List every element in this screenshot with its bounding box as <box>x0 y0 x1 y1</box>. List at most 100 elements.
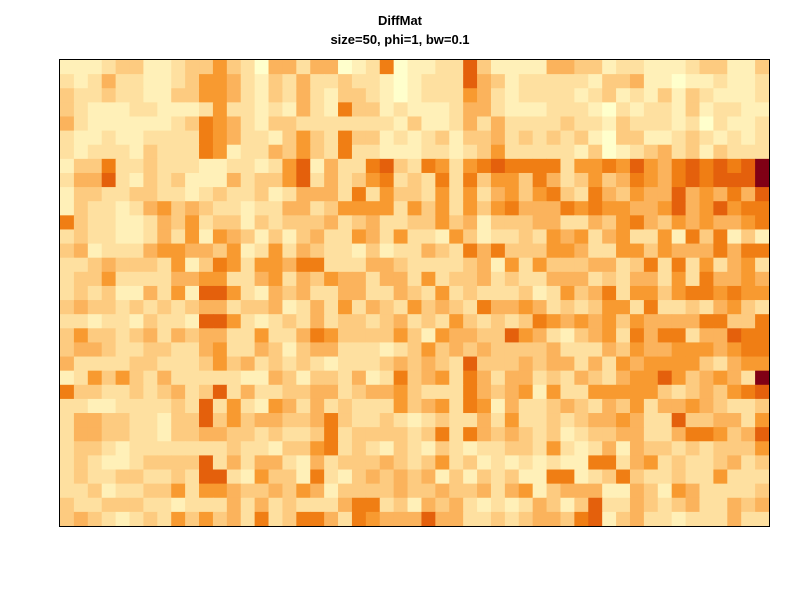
heatmap-cell <box>463 511 478 527</box>
heatmap-cell <box>185 130 200 146</box>
heatmap-cell <box>379 243 395 259</box>
heatmap-cell <box>602 74 617 89</box>
heatmap-cell <box>755 413 770 428</box>
heatmap-cell <box>379 257 395 273</box>
heatmap-cell <box>504 483 520 499</box>
heatmap-cell <box>435 300 450 315</box>
heatmap-cell <box>296 88 311 103</box>
heatmap-cell <box>115 243 131 259</box>
heatmap-cell <box>143 497 158 513</box>
heatmap-cell <box>560 370 575 386</box>
heatmap-cell <box>755 74 770 89</box>
heatmap-cell <box>268 172 283 188</box>
heatmap-cell <box>643 356 659 372</box>
heatmap-cell <box>713 60 728 75</box>
heatmap-cell <box>685 469 700 485</box>
heatmap-cell <box>324 370 339 386</box>
heatmap-cell <box>310 398 325 414</box>
heatmap-cell <box>282 497 297 513</box>
heatmap-cell <box>713 511 728 527</box>
heatmap-cell <box>393 144 409 160</box>
heatmap-cell <box>199 243 214 259</box>
heatmap-cell <box>129 257 144 273</box>
heatmap-cell <box>643 257 659 273</box>
heatmap-cell <box>657 271 673 287</box>
heatmap-cell <box>629 342 645 358</box>
heatmap-cell <box>226 314 242 329</box>
heatmap-cell <box>324 130 339 146</box>
heatmap-cell <box>741 144 756 160</box>
heatmap-cell <box>240 88 256 103</box>
heatmap-cell <box>310 497 325 513</box>
heatmap-cell <box>504 74 520 89</box>
heatmap-cell <box>755 441 770 456</box>
heatmap-cell <box>657 342 673 358</box>
heatmap-cell <box>699 356 714 372</box>
heatmap-cell <box>212 116 228 132</box>
heatmap-cell <box>115 455 131 471</box>
heatmap-cell <box>685 497 700 513</box>
heatmap-cell <box>616 398 631 414</box>
heatmap-cell <box>338 130 353 146</box>
heatmap-cell <box>296 144 311 160</box>
heatmap-cell <box>657 300 673 315</box>
heatmap-cell <box>532 187 548 202</box>
heatmap-cell <box>699 257 714 273</box>
heatmap-cell <box>421 497 436 513</box>
heatmap-cell <box>643 441 659 456</box>
heatmap-cell <box>212 285 228 301</box>
heatmap-cell <box>282 158 297 174</box>
heatmap-cell <box>546 172 561 188</box>
heatmap-cell <box>129 102 144 117</box>
heatmap-cell <box>296 201 311 216</box>
heatmap-cell <box>546 342 561 358</box>
heatmap-cell <box>699 144 714 160</box>
heatmap-cell <box>602 384 617 400</box>
heatmap-cell <box>435 285 450 301</box>
heatmap-cell <box>741 88 756 103</box>
heatmap-cell <box>532 413 548 428</box>
heatmap-cell <box>421 483 436 499</box>
heatmap-cell <box>699 285 714 301</box>
heatmap-cell <box>351 257 367 273</box>
heatmap-cell <box>338 384 353 400</box>
heatmap-cell <box>671 158 687 174</box>
heatmap-cell <box>588 187 603 202</box>
heatmap-cell <box>574 257 589 273</box>
heatmap-cell <box>129 116 144 132</box>
heatmap-cell <box>490 229 506 245</box>
heatmap-cell <box>254 511 270 527</box>
heatmap-cell <box>60 88 75 103</box>
heatmap-cell <box>713 144 728 160</box>
heatmap-cell <box>616 483 631 499</box>
heatmap-cell <box>73 398 89 414</box>
heatmap-cell <box>727 314 742 329</box>
heatmap-cell <box>338 469 353 485</box>
heatmap-cell <box>143 483 158 499</box>
heatmap-cell <box>185 243 200 259</box>
heatmap-cell <box>435 60 450 75</box>
heatmap-cell <box>324 229 339 245</box>
heatmap-cell <box>393 74 409 89</box>
heatmap-cell <box>546 328 561 343</box>
heatmap-cell <box>741 469 756 485</box>
heatmap-cell <box>671 441 687 456</box>
heatmap-cell <box>212 469 228 485</box>
heatmap-cell <box>199 60 214 75</box>
heatmap-cell <box>351 497 367 513</box>
heatmap-cell <box>532 144 548 160</box>
heatmap-cell <box>588 88 603 103</box>
heatmap-cell <box>657 314 673 329</box>
heatmap-cell <box>199 300 214 315</box>
heatmap-cell <box>268 116 283 132</box>
heatmap-cell <box>532 328 548 343</box>
heatmap-cell <box>115 370 131 386</box>
heatmap-cell <box>296 328 311 343</box>
heatmap-cell <box>73 257 89 273</box>
heatmap-cell <box>518 215 534 230</box>
heatmap-cell <box>629 398 645 414</box>
heatmap-cell <box>741 384 756 400</box>
heatmap-cell <box>490 285 506 301</box>
heatmap-cell <box>393 116 409 132</box>
heatmap-cell <box>185 158 200 174</box>
